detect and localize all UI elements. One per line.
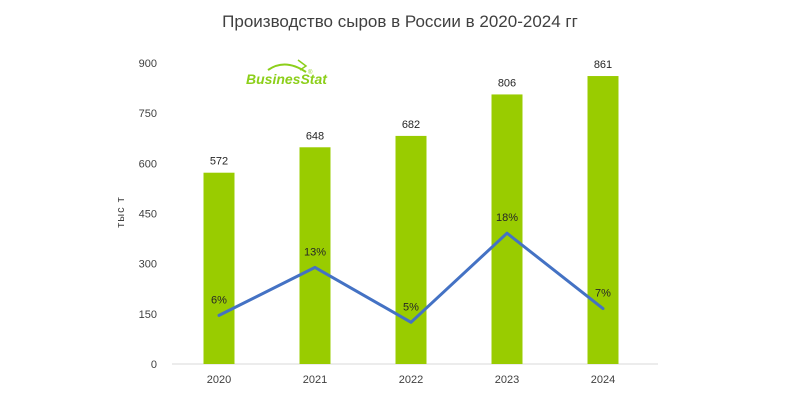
x-axis-ticks: 2020 2021 2022 2023 2024	[207, 374, 615, 386]
y-tick-label: 150	[139, 309, 157, 321]
y-axis-ticks: 0 150 300 450 600 750 900	[139, 58, 157, 371]
y-tick-label: 750	[139, 108, 157, 120]
logo-text: BusinesStat	[246, 71, 328, 87]
y-tick-label: 900	[139, 58, 157, 70]
bar-2022	[395, 135, 427, 364]
growth-label: 5%	[403, 301, 419, 313]
bar-2023	[491, 94, 523, 364]
x-tick-label: 2020	[207, 374, 231, 386]
businesstat-logo: BusinesStat ®	[246, 59, 328, 87]
bars	[203, 76, 619, 364]
bar-value-label: 861	[594, 59, 612, 71]
growth-label: 13%	[304, 246, 326, 258]
x-tick-label: 2022	[399, 374, 423, 386]
y-axis-label: тыс т	[115, 196, 127, 228]
growth-label: 18%	[496, 212, 518, 224]
y-tick-label: 450	[139, 209, 157, 221]
growth-labels: 6% 13% 5% 18% 7%	[211, 212, 611, 323]
growth-label: 6%	[211, 294, 227, 306]
y-tick-label: 600	[139, 158, 157, 170]
y-tick-label: 300	[139, 259, 157, 271]
bar-value-label: 682	[402, 119, 420, 131]
y-tick-label: 0	[151, 359, 157, 371]
logo-swoosh-icon	[267, 63, 307, 73]
bar-2024	[587, 76, 619, 364]
chart-title: Производство сыров в России в 2020-2024 …	[222, 12, 578, 31]
bar-value-label: 648	[306, 130, 324, 142]
x-tick-label: 2023	[495, 374, 519, 386]
bar-value-label: 572	[210, 156, 228, 168]
bar-2020	[203, 172, 235, 364]
growth-label: 7%	[595, 288, 611, 300]
bar-2021	[299, 147, 331, 364]
bar-value-labels: 572 648 682 806 861	[210, 59, 612, 168]
logo-registered-mark: ®	[308, 69, 313, 76]
x-tick-label: 2021	[303, 374, 327, 386]
bar-value-label: 806	[498, 77, 516, 89]
x-tick-label: 2024	[591, 374, 615, 386]
